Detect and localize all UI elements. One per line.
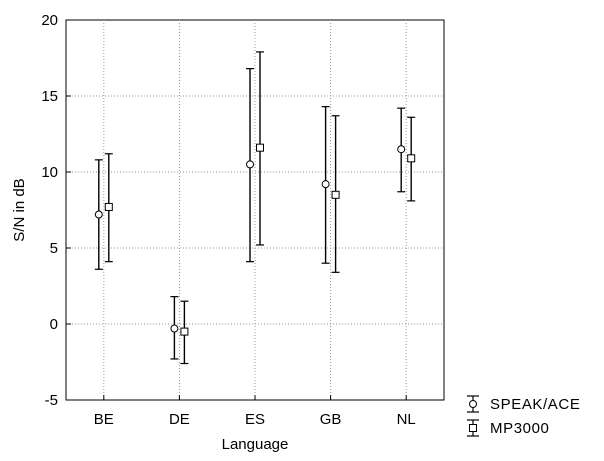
- error-bar-point: [94, 159, 103, 270]
- square-marker: [407, 154, 416, 163]
- legend-item: MP3000: [467, 419, 549, 437]
- x-axis-title: Language: [222, 436, 289, 453]
- gridlines: [66, 20, 444, 400]
- y-axis-title: S/N in dB: [11, 178, 28, 241]
- error-bar-point: [397, 107, 406, 193]
- square-marker: [180, 327, 189, 336]
- square-marker: [256, 143, 264, 152]
- x-tick-label: ES: [245, 411, 265, 428]
- axis-ticks: -5 0 5 10 15 20 BE DE ES GB NL: [41, 12, 415, 428]
- legend-item: SPEAK/ACE: [467, 395, 580, 413]
- error-bar-point: [104, 153, 113, 263]
- legend-label: MP3000: [490, 420, 549, 437]
- circle-marker: [94, 210, 103, 219]
- circle-marker: [246, 160, 254, 169]
- circle-marker: [469, 400, 477, 408]
- error-bar-point: [321, 106, 330, 264]
- circle-marker: [397, 145, 406, 154]
- y-tick-label: 20: [41, 12, 58, 29]
- square-marker: [469, 424, 477, 432]
- square-marker: [331, 190, 340, 199]
- y-tick-label: 10: [41, 164, 58, 181]
- error-bar-point: [256, 51, 264, 246]
- y-tick-label: 5: [50, 240, 58, 257]
- legend-label: SPEAK/ACE: [490, 396, 580, 413]
- y-tick-label: 0: [50, 316, 58, 333]
- series-square: [104, 51, 416, 365]
- legend: SPEAK/ACE MP3000: [467, 395, 580, 437]
- circle-marker: [321, 180, 330, 189]
- error-bar-point: [246, 68, 254, 263]
- x-tick-label: DE: [169, 411, 190, 428]
- error-bar-point: [331, 115, 340, 273]
- series-circle: [94, 68, 406, 360]
- series-group: [94, 51, 416, 365]
- x-tick-label: BE: [94, 411, 114, 428]
- x-tick-label: GB: [320, 411, 342, 428]
- square-marker: [104, 202, 113, 211]
- error-bar-point: [407, 116, 416, 202]
- x-tick-label: NL: [397, 411, 416, 428]
- y-tick-label: 15: [41, 88, 58, 105]
- y-tick-label: -5: [45, 392, 58, 409]
- error-bar-point: [180, 300, 189, 365]
- circle-marker: [170, 324, 179, 333]
- error-bar-point: [170, 296, 179, 360]
